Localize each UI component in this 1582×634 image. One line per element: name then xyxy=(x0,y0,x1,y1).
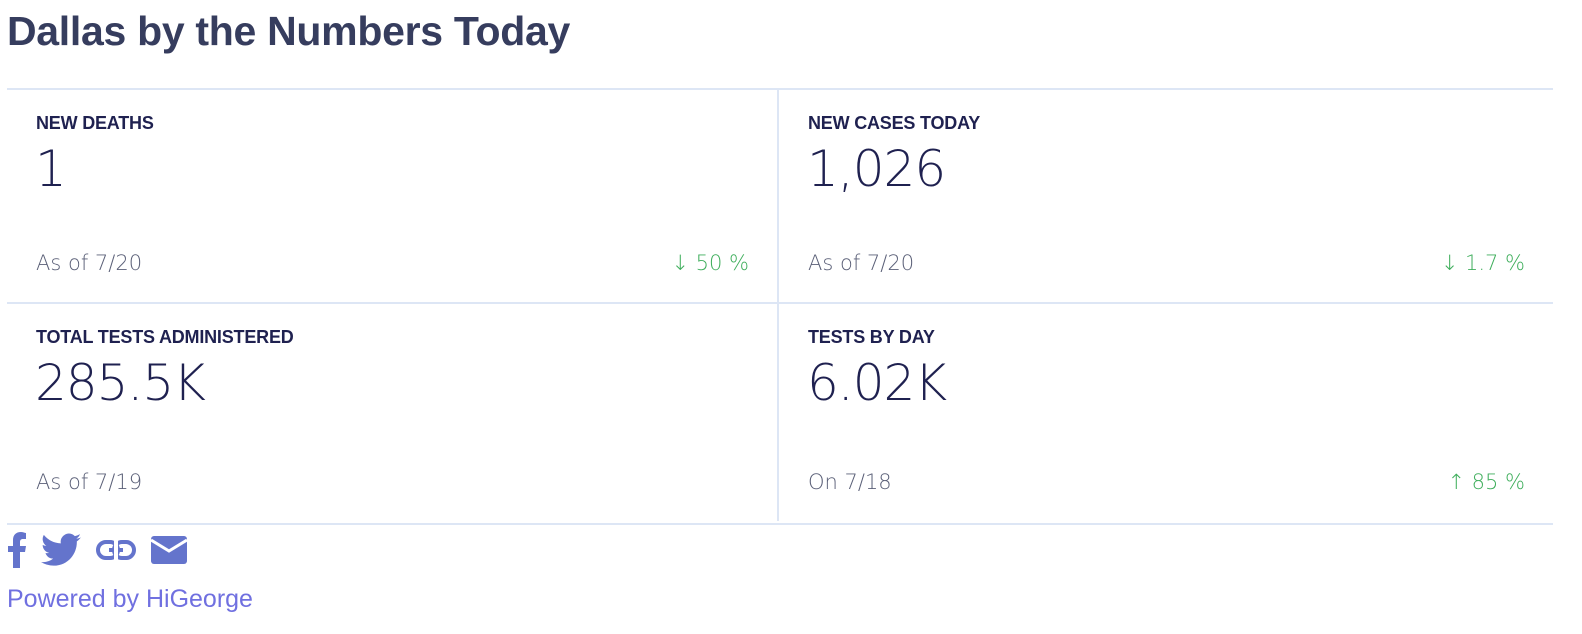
card-new-deaths: NEW DEATHS 1 As of 7/20 ↓ 50 % xyxy=(7,90,779,304)
card-delta: ↑ 85 % xyxy=(1447,470,1525,494)
card-date: As of 7/19 xyxy=(36,470,143,494)
card-value: 1 xyxy=(35,140,67,198)
page-title: Dallas by the Numbers Today xyxy=(7,8,571,54)
card-tests-by-day: TESTS BY DAY 6.02K On 7/18 ↑ 85 % xyxy=(779,304,1553,521)
card-delta: ↓ 1.7 % xyxy=(1440,251,1525,275)
powered-by-link[interactable]: Powered by HiGeorge xyxy=(7,585,253,613)
card-value: 1,026 xyxy=(807,140,946,198)
card-date: As of 7/20 xyxy=(808,251,915,275)
card-date: As of 7/20 xyxy=(36,251,143,275)
card-new-cases: NEW CASES TODAY 1,026 As of 7/20 ↓ 1.7 % xyxy=(779,90,1553,304)
card-value: 6.02K xyxy=(807,354,947,412)
twitter-icon[interactable] xyxy=(41,533,81,567)
card-date: On 7/18 xyxy=(808,470,892,494)
card-label: TOTAL TESTS ADMINISTERED xyxy=(36,327,294,347)
facebook-icon[interactable] xyxy=(7,532,27,568)
link-icon[interactable] xyxy=(95,538,137,562)
share-bar xyxy=(7,532,187,568)
card-label: TESTS BY DAY xyxy=(808,327,935,347)
stats-grid: NEW DEATHS 1 As of 7/20 ↓ 50 % NEW CASES… xyxy=(7,88,1553,525)
email-icon[interactable] xyxy=(151,536,187,564)
card-label: NEW CASES TODAY xyxy=(808,113,981,133)
card-delta: ↓ 50 % xyxy=(671,251,749,275)
card-label: NEW DEATHS xyxy=(36,113,154,133)
card-value: 285.5K xyxy=(35,354,206,412)
card-total-tests: TOTAL TESTS ADMINISTERED 285.5K As of 7/… xyxy=(7,304,779,521)
